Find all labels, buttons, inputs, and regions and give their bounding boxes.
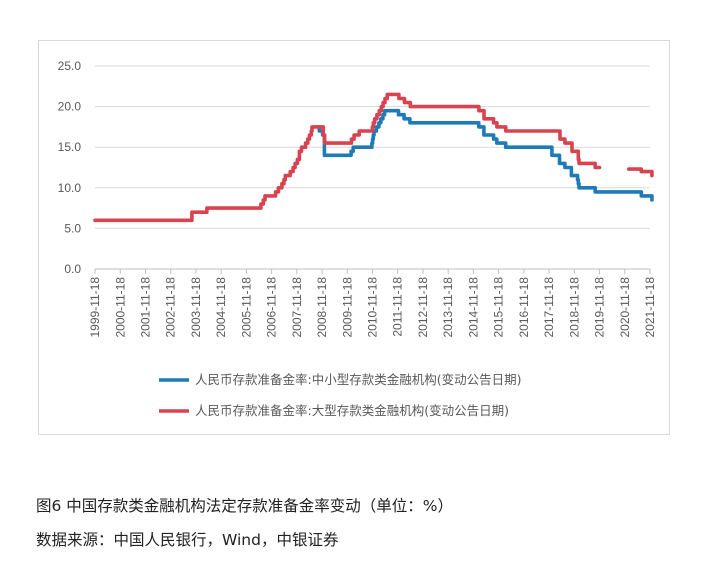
legend-label-1: 人民币存款准备金率:大型存款类金融机构(变动公告日期)	[195, 403, 509, 418]
y-tick-label: 15.0	[58, 140, 82, 154]
chart-svg: 0.0 5.0 10.0 15.0 20.0 25.0 1999-11-18 2000-11-…	[58, 59, 657, 418]
x-tick-label: 2006-11-18	[265, 277, 279, 338]
x-tick-label: 2007-11-18	[290, 277, 304, 338]
x-tick-label: 2012-11-18	[416, 277, 430, 338]
x-tick-label: 1999-11-18	[88, 277, 102, 338]
y-tick-label: 25.0	[58, 59, 82, 73]
y-tick-label: 0.0	[64, 262, 81, 276]
y-tick-label: 20.0	[58, 100, 82, 114]
source-caption: 数据来源：中国人民银行，Wind，中银证券	[36, 531, 339, 549]
x-tick-label: 2009-11-18	[340, 277, 354, 338]
x-tick-label: 2003-11-18	[189, 277, 203, 338]
series-line-0	[315, 108, 654, 202]
y-tick-label: 5.0	[64, 221, 81, 235]
chart-frame: 0.0 5.0 10.0 15.0 20.0 25.0 1999-11-18 2000-11-…	[38, 40, 670, 435]
legend-label-0: 人民币存款准备金率:中小型存款类金融机构(变动公告日期)	[195, 372, 521, 387]
x-tick-label: 2008-11-18	[315, 277, 329, 338]
x-tick-label: 2015-11-18	[492, 277, 506, 338]
x-tick-label: 2014-11-18	[466, 277, 480, 338]
figure-caption: 图6 中国存款类金融机构法定存款准备金率变动（单位：%）	[36, 497, 454, 515]
x-tick-label: 2011-11-18	[391, 277, 405, 337]
x-tick-label: 2001-11-18	[138, 277, 152, 338]
series-line-2	[627, 167, 654, 178]
x-tick-label: 2016-11-18	[517, 277, 531, 338]
x-tick-label: 2002-11-18	[164, 277, 178, 338]
x-tick-label: 2013-11-18	[441, 277, 455, 338]
x-tick-label: 2010-11-18	[366, 277, 380, 338]
x-tick-label: 2020-11-18	[618, 277, 632, 338]
x-tick-label: 2021-11-18	[643, 277, 657, 338]
x-tick-label: 2000-11-18	[113, 277, 127, 338]
x-tick-label: 2017-11-18	[542, 277, 556, 338]
series-line-1	[93, 92, 602, 223]
x-tick-label: 2004-11-18	[214, 277, 228, 338]
x-tick-label: 2019-11-18	[593, 277, 607, 338]
y-tick-label: 10.0	[58, 181, 82, 195]
x-tick-label: 2005-11-18	[239, 277, 253, 338]
x-tick-label: 2018-11-18	[567, 277, 581, 338]
